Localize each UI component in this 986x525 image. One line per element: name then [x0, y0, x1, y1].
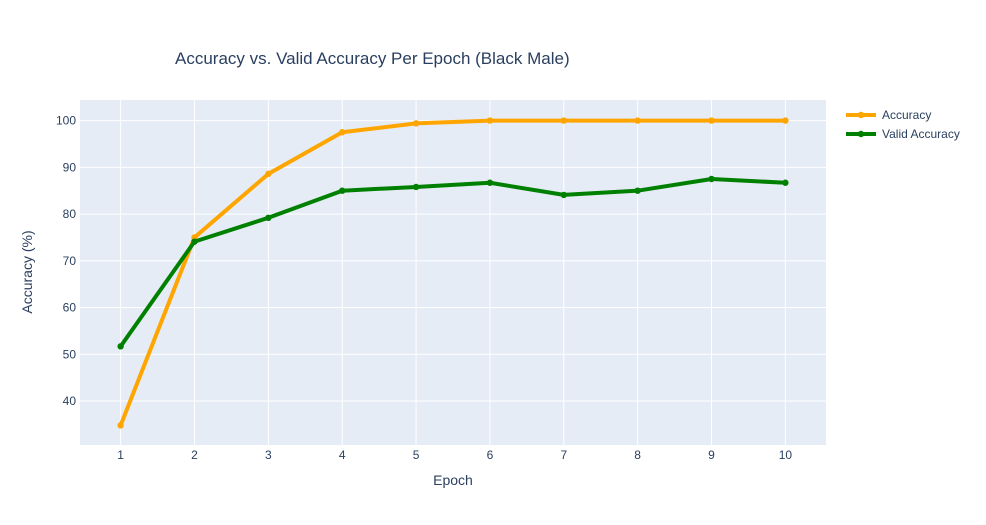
- data-point-accuracy: [412, 120, 420, 127]
- y-tick-label: 40: [63, 394, 77, 408]
- x-tick-label: 3: [265, 448, 272, 462]
- y-tick-label: 100: [56, 114, 76, 128]
- legend-marker: [857, 130, 865, 138]
- data-point-accuracy: [782, 117, 789, 124]
- plot-area: [80, 100, 826, 445]
- x-tick-label: 2: [191, 448, 198, 462]
- y-tick-label: 90: [63, 160, 77, 174]
- data-point-valid-accuracy: [412, 183, 420, 191]
- x-tick-label: 4: [339, 448, 346, 462]
- data-point-accuracy: [560, 117, 567, 124]
- legend-marker: [857, 111, 865, 119]
- series-line-accuracy: [118, 118, 786, 427]
- series-line-valid-accuracy: [118, 177, 786, 348]
- data-point-accuracy: [117, 422, 124, 429]
- series-layer: [117, 117, 789, 429]
- y-tick-label: 80: [63, 207, 77, 221]
- y-tick-label: 50: [63, 347, 77, 361]
- series-accuracy: [117, 117, 789, 429]
- x-axis-title: Epoch: [433, 472, 473, 488]
- data-point-accuracy: [339, 129, 346, 136]
- legend-label: Valid Accuracy: [882, 127, 960, 141]
- x-tick-label: 1: [117, 448, 124, 462]
- data-point-accuracy: [486, 117, 494, 124]
- data-point-accuracy: [708, 117, 715, 124]
- x-tick-label: 10: [779, 448, 793, 462]
- x-tick-label: 5: [413, 448, 420, 462]
- chart-title: Accuracy vs. Valid Accuracy Per Epoch (B…: [175, 49, 570, 68]
- data-point-valid-accuracy: [486, 179, 494, 186]
- data-point-valid-accuracy: [782, 179, 789, 186]
- series-valid-accuracy: [117, 175, 789, 350]
- data-point-valid-accuracy: [634, 187, 641, 194]
- x-tick-label: 8: [634, 448, 641, 462]
- legend-item-accuracy[interactable]: Accuracy: [846, 108, 931, 122]
- data-point-accuracy: [634, 117, 641, 124]
- legend[interactable]: Accuracy Valid Accuracy: [846, 108, 960, 141]
- x-tick-label: 9: [708, 448, 715, 462]
- y-tick-label: 70: [63, 254, 77, 268]
- legend-label: Accuracy: [882, 108, 931, 122]
- data-point-valid-accuracy: [265, 214, 272, 222]
- data-point-valid-accuracy: [339, 187, 346, 194]
- y-tick-label: 60: [63, 301, 77, 315]
- data-point-valid-accuracy: [708, 175, 715, 183]
- data-point-valid-accuracy: [191, 238, 198, 245]
- x-tick-label: 6: [487, 448, 494, 462]
- legend-item-valid-accuracy[interactable]: Valid Accuracy: [846, 127, 960, 141]
- tick-labels: 1 2 3 4 5 6 7 8 9 10 40 50 60 70 80 90 100: [56, 114, 792, 462]
- data-point-valid-accuracy: [117, 343, 124, 350]
- data-point-accuracy: [265, 170, 272, 178]
- x-tick-label: 7: [560, 448, 567, 462]
- data-point-valid-accuracy: [560, 191, 567, 199]
- y-axis-title: Accuracy (%): [19, 230, 35, 313]
